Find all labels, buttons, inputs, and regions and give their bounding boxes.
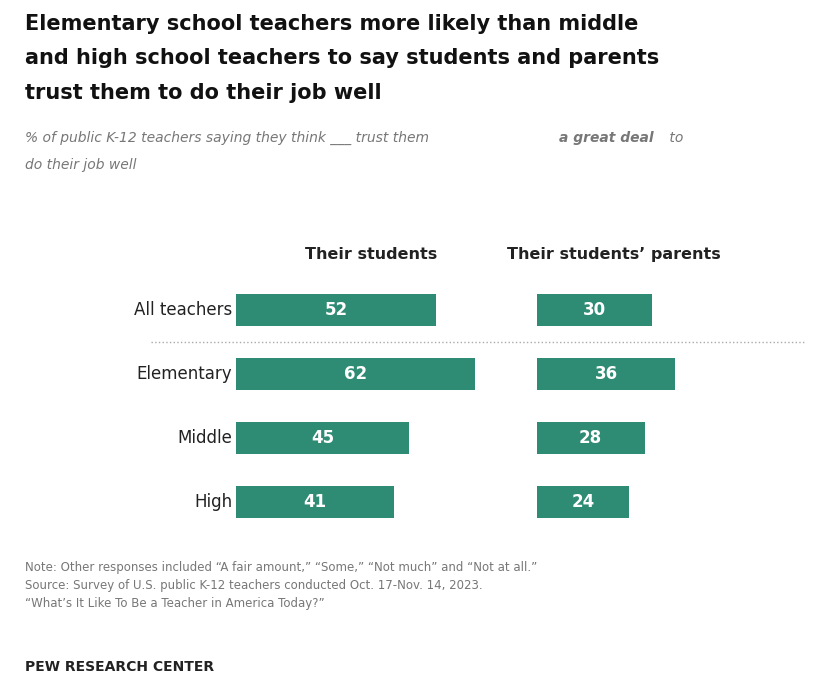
Text: 52: 52: [324, 301, 348, 319]
Text: High: High: [194, 493, 232, 510]
Text: Their students: Their students: [305, 248, 437, 262]
Text: Elementary school teachers more likely than middle: Elementary school teachers more likely t…: [25, 14, 638, 34]
Bar: [537, 358, 675, 390]
Bar: [236, 486, 394, 517]
Bar: [537, 422, 644, 454]
Bar: [537, 486, 629, 517]
Bar: [236, 294, 437, 326]
Text: All teachers: All teachers: [134, 301, 232, 319]
Text: trust them to do their job well: trust them to do their job well: [25, 83, 382, 103]
Text: Note: Other responses included “A fair amount,” “Some,” “Not much” and “Not at a: Note: Other responses included “A fair a…: [25, 561, 538, 610]
Text: % of public K-12 teachers saying they think ___ trust them: % of public K-12 teachers saying they th…: [25, 131, 433, 145]
Text: 45: 45: [311, 429, 334, 447]
Text: PEW RESEARCH CENTER: PEW RESEARCH CENTER: [25, 660, 214, 674]
Bar: [236, 358, 475, 390]
Text: and high school teachers to say students and parents: and high school teachers to say students…: [25, 48, 659, 68]
Text: Their students’ parents: Their students’ parents: [507, 248, 721, 262]
Text: 36: 36: [595, 365, 617, 383]
Text: 28: 28: [579, 429, 602, 447]
Text: Elementary: Elementary: [137, 365, 232, 383]
Text: 30: 30: [583, 301, 606, 319]
Text: to: to: [665, 131, 684, 144]
Text: 24: 24: [571, 493, 595, 510]
Text: 41: 41: [303, 493, 327, 510]
Text: Middle: Middle: [177, 429, 232, 447]
Text: 62: 62: [344, 365, 367, 383]
Text: a great deal: a great deal: [559, 131, 654, 144]
Bar: [537, 294, 652, 326]
Bar: [236, 422, 409, 454]
Text: do their job well: do their job well: [25, 158, 137, 172]
